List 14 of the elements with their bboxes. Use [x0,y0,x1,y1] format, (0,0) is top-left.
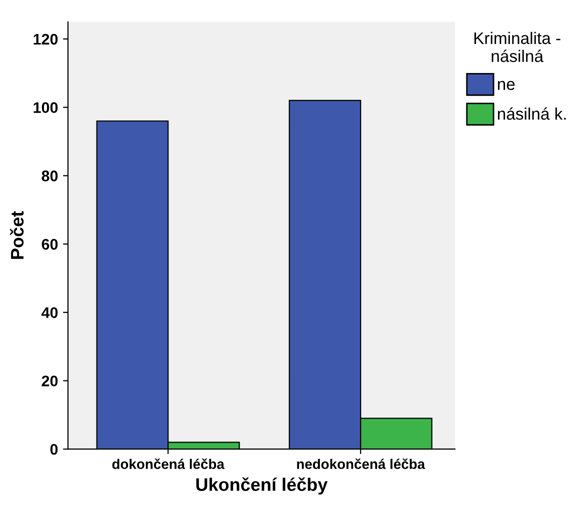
y-tick-label: 0 [50,444,58,455]
y-tick-label: 20 [42,376,58,386]
y-tick-label: 80 [42,170,58,182]
y-tick-label: 40 [41,307,58,318]
legend-label: násilná k. [498,107,566,120]
y-tick-label: 60 [42,238,58,250]
legend-label: ne [498,80,515,90]
legend-title: Kriminalita - násilná [474,32,560,62]
y-tick-label: 120 [34,34,58,45]
x-tick-label: nedokončená léčba [297,458,426,470]
y-axis-title: Počet [10,211,24,259]
x-tick-label: dokončená léčba [112,458,225,470]
x-axis-title: Ukončení léčby [196,477,328,495]
y-tick-label: 100 [34,102,58,114]
